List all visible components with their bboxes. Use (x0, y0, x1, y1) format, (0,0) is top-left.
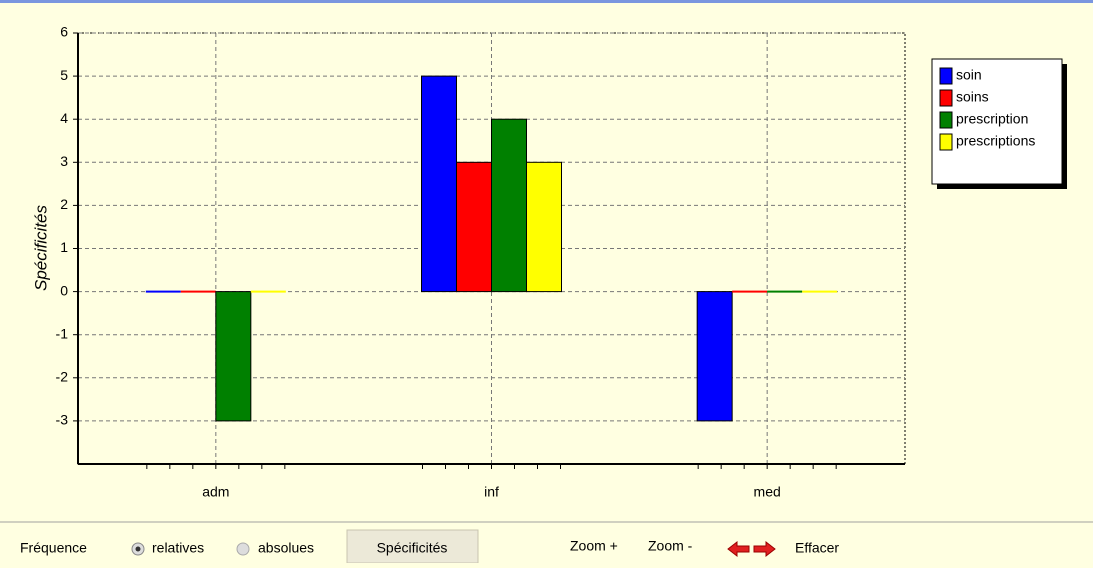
bar (732, 290, 768, 293)
legend: soin soins prescription prescriptions (931, 58, 1067, 189)
x-tick-label: inf (484, 484, 499, 500)
y-tick-label: 1 (60, 239, 68, 255)
bar (421, 75, 457, 293)
zoom-in[interactable]: Zoom + (570, 538, 618, 554)
specificites-button-label[interactable]: Spécificités (377, 540, 448, 556)
bar (767, 290, 803, 293)
bar (526, 161, 562, 293)
clear-button[interactable]: Effacer (795, 540, 839, 556)
y-tick-label: 0 (60, 282, 68, 298)
radio-absolues[interactable] (236, 542, 250, 556)
y-tick-label: 3 (60, 153, 68, 169)
arrow-right[interactable] (753, 540, 776, 558)
legend-swatch (939, 111, 953, 129)
y-tick-label: -3 (56, 412, 69, 428)
x-tick-label: adm (202, 484, 229, 500)
y-tick-label: 5 (60, 67, 68, 83)
top-border (0, 0, 1093, 3)
y-axis-label: Spécificités (31, 205, 50, 291)
legend-label: soin (956, 67, 982, 83)
option-relatives[interactable]: relatives (152, 540, 204, 556)
legend-box (931, 58, 1063, 185)
y-tick-label: 6 (60, 24, 68, 40)
bar (215, 291, 252, 422)
frequency-label: Fréquence (20, 540, 87, 556)
legend-label: soins (956, 89, 989, 105)
y-tick-label: 2 (60, 196, 68, 212)
bar (696, 291, 733, 422)
bar (180, 290, 216, 293)
arrow-left[interactable] (727, 540, 750, 558)
zoom-out[interactable]: Zoom - (648, 538, 693, 554)
legend-swatch (939, 133, 953, 151)
legend-swatch (939, 89, 953, 107)
radio-dot (135, 546, 141, 552)
x-tick-label: med (754, 484, 781, 500)
bar (491, 118, 527, 293)
y-tick-label: -2 (56, 369, 69, 385)
bar (802, 290, 838, 293)
bar (145, 290, 181, 293)
legend-label: prescriptions (956, 133, 1035, 149)
option-absolues[interactable]: absolues (258, 540, 314, 556)
bar (250, 290, 286, 293)
y-tick-label: 4 (60, 110, 68, 126)
legend-swatch (939, 67, 953, 85)
bar (456, 161, 492, 293)
y-tick-label: -1 (56, 325, 69, 341)
specificites-button[interactable] (346, 529, 479, 564)
legend-label: prescription (956, 111, 1028, 127)
